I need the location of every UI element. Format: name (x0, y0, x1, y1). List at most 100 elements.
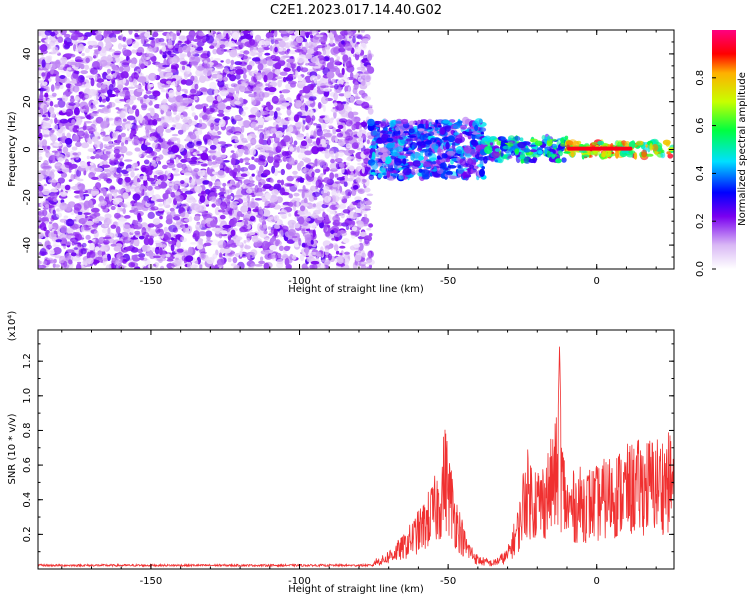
heatmap-cell (38, 156, 43, 161)
heatmap-cell (331, 30, 337, 35)
heatmap-cell (113, 246, 122, 252)
heatmap-cell (288, 213, 292, 217)
heatmap-cell (39, 248, 47, 257)
heatmap-cell (144, 142, 151, 146)
heatmap-cell (132, 104, 137, 109)
heatmap-cell (219, 89, 229, 97)
heatmap-cell (290, 41, 298, 46)
heatmap-cell (199, 252, 206, 260)
heatmap-cell (177, 40, 182, 46)
heatmap-cell (170, 191, 176, 198)
heatmap-cell (334, 83, 339, 90)
heatmap-cell (234, 138, 240, 143)
heatmap-cell (60, 225, 68, 234)
heatmap-cell (152, 142, 158, 149)
heatmap-cell (315, 34, 324, 38)
heatmap-cell (264, 205, 270, 209)
heatmap-cell (296, 199, 300, 208)
heatmap-cell (408, 128, 415, 133)
heatmap-cell (115, 154, 120, 160)
heatmap-cell (64, 53, 73, 57)
heatmap-cell (332, 127, 337, 135)
heatmap-cell (151, 194, 156, 200)
heatmap-cell (209, 81, 217, 90)
heatmap-cell (470, 169, 478, 174)
heatmap-cell (274, 62, 282, 70)
heatmap-cell (330, 158, 335, 164)
heatmap-cell (335, 151, 339, 160)
heatmap-cell (119, 91, 125, 97)
heatmap-cell (124, 159, 133, 162)
heatmap-cell (316, 147, 325, 152)
heatmap-cell (321, 96, 329, 105)
heatmap-cell (291, 255, 297, 260)
heatmap-cell (282, 192, 290, 196)
heatmap-cell (229, 74, 237, 82)
heatmap-cell (266, 59, 273, 66)
heatmap-cell (64, 184, 71, 191)
heatmap-cell (222, 72, 227, 77)
heatmap-cell (90, 67, 98, 75)
heatmap-cell (230, 263, 237, 267)
heatmap-cell (123, 104, 132, 113)
heatmap-cell (190, 264, 199, 269)
heatmap-cell (305, 247, 309, 256)
heatmap-cell (275, 252, 282, 260)
heatmap-cell (39, 222, 47, 231)
heatmap-cell (133, 207, 139, 215)
heatmap-cell (96, 82, 103, 88)
heatmap-cell (351, 142, 359, 150)
heatmap-cell (251, 57, 261, 62)
heatmap-cell (329, 37, 335, 41)
heatmap-cell (331, 78, 337, 84)
heatmap-cell (206, 257, 215, 265)
heatmap-cell (316, 128, 323, 137)
heatmap-cell (180, 79, 187, 85)
heatmap-cell (342, 54, 349, 62)
heatmap-cell (52, 123, 59, 131)
heatmap-cell (226, 183, 232, 187)
heatmap-cell (335, 250, 340, 255)
heatmap-cell (137, 212, 142, 221)
heatmap-cell (167, 39, 173, 48)
heatmap-cell (248, 164, 256, 171)
heatmap-cell (184, 40, 192, 44)
heatmap-cell (211, 203, 216, 208)
heatmap-cell (57, 182, 61, 189)
heatmap-cell (147, 185, 153, 191)
heatmap-cell (195, 223, 203, 230)
heatmap-cell (257, 124, 264, 129)
heatmap-cell (246, 188, 253, 194)
heatmap-cell (239, 36, 247, 40)
heatmap-cell (284, 50, 290, 55)
heatmap-cell (251, 51, 256, 56)
heatmap-cell (102, 153, 109, 161)
heatmap-cell (167, 95, 177, 103)
heatmap-cell (332, 219, 340, 227)
heatmap-cell (119, 113, 123, 119)
heatmap-cell (63, 215, 69, 219)
heatmap-cell (166, 160, 171, 164)
heatmap-cell (220, 38, 228, 42)
heatmap-cell (147, 223, 155, 228)
heatmap-cell (186, 64, 191, 67)
heatmap-cell (146, 200, 155, 204)
heatmap-cell (79, 161, 88, 169)
heatmap-cell (106, 105, 111, 109)
heatmap-cell (275, 107, 281, 111)
heatmap-cell (307, 45, 316, 50)
heatmap-cell (106, 68, 112, 74)
heatmap-cell (363, 187, 371, 193)
heatmap-cell (325, 140, 332, 144)
heatmap-cell (181, 255, 186, 261)
heatmap-cell (82, 125, 87, 131)
heatmap-cell (83, 169, 87, 176)
heatmap-cell (113, 148, 120, 154)
heatmap-cell (243, 50, 250, 55)
heatmap-cell (328, 253, 332, 261)
heatmap-cell (212, 171, 216, 175)
heatmap-cell (179, 53, 185, 59)
heatmap-cell (135, 108, 140, 117)
heatmap-cell (212, 253, 218, 259)
heatmap-cell (236, 149, 245, 154)
